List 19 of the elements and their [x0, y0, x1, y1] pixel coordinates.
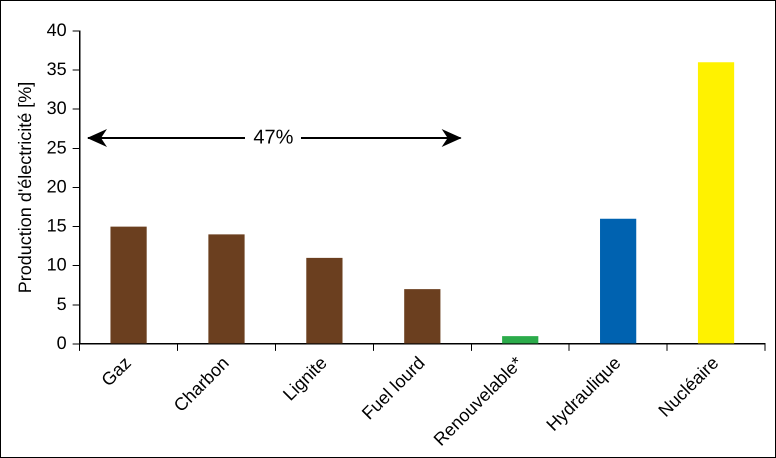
- x-tick-label: Gaz: [97, 352, 135, 390]
- annotation: 47%: [245, 126, 302, 150]
- y-tick-label: 10: [46, 254, 67, 275]
- y-tick-label: 5: [56, 294, 67, 314]
- y-tick-label: 40: [46, 20, 67, 40]
- bar: [110, 226, 147, 344]
- bar: [208, 234, 245, 344]
- y-tick-label: 0: [56, 332, 67, 353]
- bar: [404, 289, 440, 344]
- bar: [698, 62, 734, 344]
- bar: [306, 258, 343, 344]
- bar: [502, 336, 538, 344]
- y-axis-title: Production d'électricité [%]: [14, 82, 35, 294]
- y-tick-label: 15: [46, 216, 67, 236]
- y-tick-label: 25: [46, 137, 67, 158]
- y-tick-label: 20: [46, 176, 67, 196]
- y-tick-label: 35: [46, 59, 67, 80]
- bar: [600, 218, 636, 344]
- y-tick-label: 30: [46, 98, 67, 118]
